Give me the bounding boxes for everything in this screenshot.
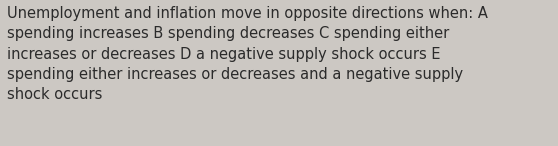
Text: Unemployment and inflation move in opposite directions when: A
spending increase: Unemployment and inflation move in oppos…	[7, 6, 488, 102]
